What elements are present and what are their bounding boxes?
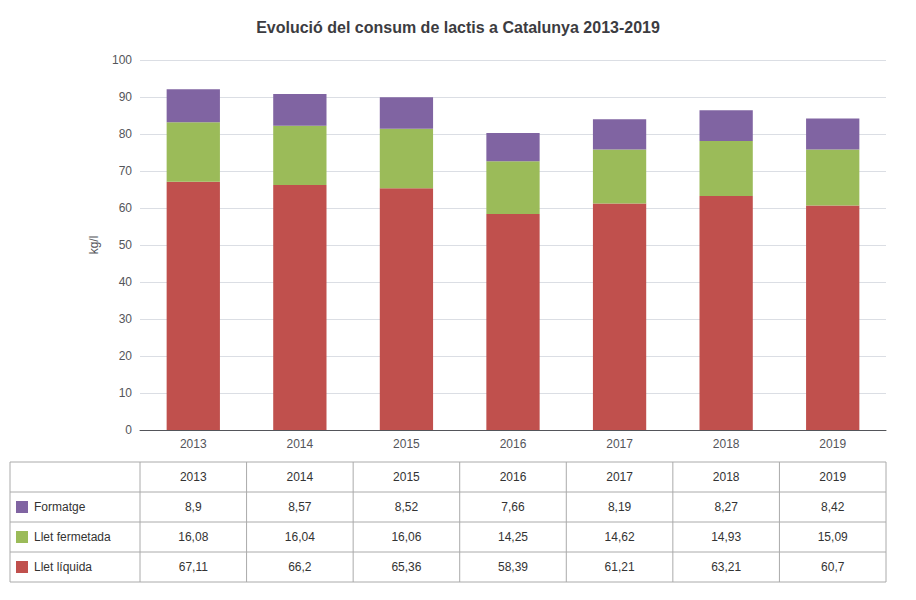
svg-text:2016: 2016 [500,470,527,484]
svg-text:65,36: 65,36 [391,560,421,574]
svg-text:8,42: 8,42 [821,500,845,514]
svg-text:66,2: 66,2 [288,560,312,574]
svg-text:2019: 2019 [819,470,846,484]
svg-text:kg/l: kg/l [87,236,101,255]
svg-text:61,21: 61,21 [605,560,635,574]
svg-text:8,19: 8,19 [608,500,632,514]
svg-text:16,08: 16,08 [178,530,208,544]
svg-text:2017: 2017 [606,437,633,451]
svg-text:Llet fermetada: Llet fermetada [34,530,111,544]
svg-text:0: 0 [125,423,132,437]
svg-text:7,66: 7,66 [501,500,525,514]
svg-text:2018: 2018 [713,437,740,451]
svg-text:8,27: 8,27 [714,500,738,514]
svg-text:14,25: 14,25 [498,530,528,544]
svg-text:30: 30 [119,312,133,326]
svg-text:2015: 2015 [393,470,420,484]
svg-text:8,9: 8,9 [185,500,202,514]
svg-text:63,21: 63,21 [711,560,741,574]
svg-text:15,09: 15,09 [818,530,848,544]
svg-text:2018: 2018 [713,470,740,484]
svg-text:Llet líquida: Llet líquida [34,560,92,574]
svg-text:60: 60 [119,201,133,215]
svg-text:80: 80 [119,127,133,141]
svg-text:16,06: 16,06 [391,530,421,544]
svg-text:14,93: 14,93 [711,530,741,544]
svg-text:70: 70 [119,164,133,178]
svg-text:90: 90 [119,90,133,104]
svg-text:2019: 2019 [819,437,846,451]
svg-text:2015: 2015 [393,437,420,451]
svg-text:60,7: 60,7 [821,560,845,574]
svg-text:2014: 2014 [287,470,314,484]
svg-text:2013: 2013 [180,437,207,451]
svg-text:2016: 2016 [500,437,527,451]
svg-text:58,39: 58,39 [498,560,528,574]
svg-text:2017: 2017 [606,470,633,484]
svg-text:40: 40 [119,275,133,289]
svg-text:14,62: 14,62 [605,530,635,544]
svg-text:16,04: 16,04 [285,530,315,544]
svg-text:50: 50 [119,238,133,252]
svg-text:67,11: 67,11 [179,560,208,574]
svg-text:10: 10 [119,386,133,400]
svg-text:100: 100 [112,53,132,67]
svg-text:Evolució del consum de lactis: Evolució del consum de lactis a Cataluny… [256,19,660,36]
svg-text:20: 20 [119,349,133,363]
svg-text:2013: 2013 [180,470,207,484]
svg-text:2014: 2014 [287,437,314,451]
svg-text:8,52: 8,52 [395,500,419,514]
svg-text:Formatge: Formatge [34,500,86,514]
svg-text:8,57: 8,57 [288,500,312,514]
